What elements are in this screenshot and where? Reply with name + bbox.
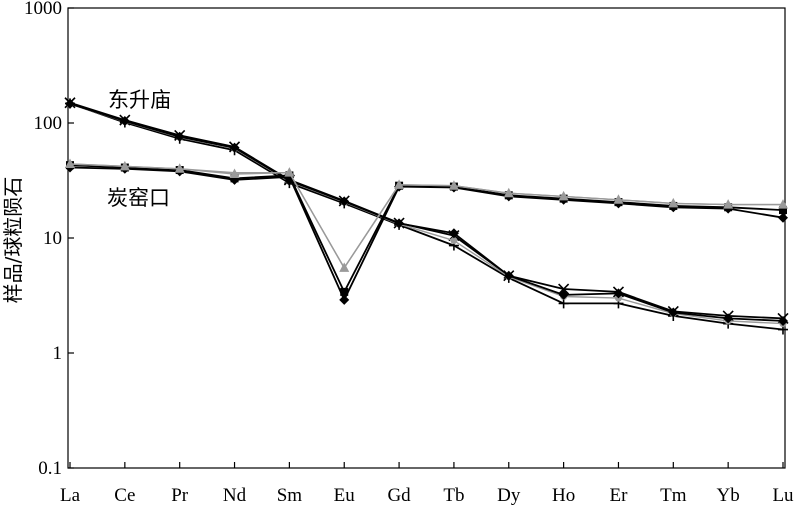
y-tick-label: 1000 bbox=[24, 0, 62, 19]
series-tanyaokou-4 bbox=[65, 162, 788, 305]
series-line bbox=[69, 163, 783, 269]
x-tick-label: Sm bbox=[277, 485, 303, 506]
series-line bbox=[69, 101, 784, 320]
series-line bbox=[69, 166, 784, 301]
data-point bbox=[723, 313, 734, 324]
y-axis-label: 样品/球粒陨石 bbox=[1, 177, 25, 304]
data-point bbox=[558, 283, 570, 295]
y-axis: 1000 100 10 1 0.1 bbox=[24, 0, 74, 479]
y-tick-label: 100 bbox=[34, 113, 63, 134]
data-point bbox=[558, 298, 569, 309]
x-tick-label: Pr bbox=[171, 485, 189, 506]
annotation-dongshengmiao: 东升庙 bbox=[108, 88, 171, 112]
data-point bbox=[229, 142, 240, 153]
series-dongshengmiao-0 bbox=[64, 97, 789, 324]
data-point bbox=[65, 98, 75, 109]
x-tick-label: Lu bbox=[772, 485, 794, 506]
data-point bbox=[448, 180, 459, 190]
data-point bbox=[503, 270, 514, 281]
data-point bbox=[450, 237, 458, 245]
x-tick-label: Er bbox=[609, 485, 628, 506]
data-point bbox=[778, 212, 788, 223]
x-tick-label: Gd bbox=[387, 485, 411, 506]
data-point bbox=[778, 315, 788, 326]
x-tick-label: La bbox=[60, 485, 81, 506]
data-point bbox=[174, 163, 185, 173]
data-point bbox=[119, 116, 130, 127]
x-tick-label: Yb bbox=[717, 485, 740, 506]
data-point bbox=[394, 179, 405, 189]
x-tick-label: Nd bbox=[223, 485, 247, 506]
y-tick-label: 0.1 bbox=[38, 458, 62, 479]
x-tick-label: Tb bbox=[443, 485, 464, 506]
series-layer bbox=[64, 97, 789, 335]
data-point bbox=[723, 199, 734, 209]
data-point bbox=[339, 294, 350, 305]
series-tanyaokou-6 bbox=[65, 158, 788, 272]
data-point bbox=[558, 289, 569, 300]
x-tick-label: Ho bbox=[552, 485, 575, 506]
data-point bbox=[119, 160, 130, 171]
y-tick-label: 10 bbox=[43, 228, 62, 249]
data-point bbox=[613, 288, 624, 299]
plot-border bbox=[67, 7, 786, 469]
data-point bbox=[558, 190, 569, 201]
data-point bbox=[394, 218, 405, 229]
data-point bbox=[230, 174, 239, 183]
x-tick-label: Ce bbox=[114, 485, 135, 506]
series-line bbox=[69, 102, 784, 322]
data-point bbox=[613, 194, 624, 204]
data-point bbox=[174, 131, 185, 142]
series-line bbox=[69, 163, 783, 269]
data-point bbox=[668, 307, 679, 318]
data-point bbox=[65, 158, 75, 169]
x-tick-label: Eu bbox=[334, 485, 356, 506]
data-point bbox=[340, 287, 349, 296]
data-point bbox=[339, 196, 350, 207]
data-point bbox=[284, 167, 295, 177]
plot-frame bbox=[67, 7, 786, 469]
x-axis: La Ce Pr Nd Sm Eu Gd Tb Dy Ho Er Tm Yb Lu bbox=[60, 462, 794, 506]
data-point bbox=[779, 206, 787, 215]
data-point bbox=[778, 199, 788, 209]
x-tick-label: Tm bbox=[660, 485, 687, 506]
annotation-tanyaokou: 炭窑口 bbox=[107, 186, 170, 210]
x-tick-label: Dy bbox=[497, 485, 521, 506]
series-line bbox=[69, 164, 784, 293]
y-tick-label: 1 bbox=[53, 343, 63, 364]
data-point bbox=[448, 228, 459, 239]
series-line bbox=[69, 102, 784, 331]
data-point bbox=[668, 197, 679, 208]
series-tanyaokou-7 bbox=[69, 163, 783, 269]
